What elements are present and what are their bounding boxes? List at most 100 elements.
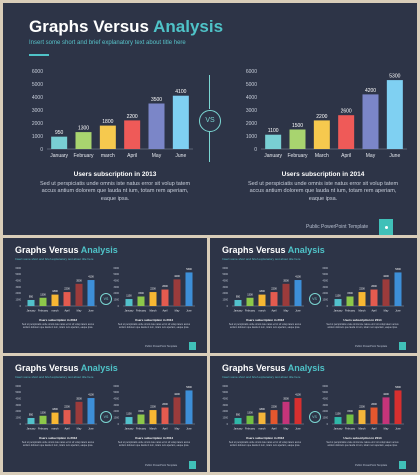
bar [334, 417, 341, 424]
category-label: May [175, 310, 180, 313]
thumb-page-square [399, 342, 406, 350]
category-label: May [152, 153, 162, 159]
y-tick-label: 4000 [32, 95, 43, 101]
y-tick-label: 3000 [32, 108, 43, 114]
thumb-title-text: Graphs Versus [15, 245, 81, 255]
y-tick-label: 3000 [246, 108, 257, 114]
y-tick-label: 0 [118, 423, 120, 426]
y-tick-label: 2000 [32, 121, 43, 127]
caption-2014-body: Sed ut perspiciatis unde omnis iste natu… [247, 181, 399, 202]
bar-value-label: 1100 [268, 128, 279, 134]
category-label: May [284, 310, 289, 313]
category-label: May [366, 153, 376, 159]
y-tick-label: 4000 [113, 398, 119, 401]
category-label: February [287, 153, 308, 159]
main-slide[interactable]: Graphs Versus Analysis Insert some short… [3, 3, 417, 235]
bar-value-label: 4100 [295, 276, 301, 279]
thumb-title-accent: Analysis [80, 245, 118, 255]
thumb-chart-2013: 0 1000 2000 3000 4000 5000 6000 950 January 1300 F… [15, 385, 97, 431]
y-tick-label: 6000 [15, 385, 21, 388]
thumb-title: Graphs Versus Analysis [15, 245, 118, 255]
y-tick-label: 1000 [15, 299, 21, 302]
thumb-caption-body: Sed ut perspiciatis unde omnis iste natu… [228, 441, 302, 448]
bar-value-label: 1800 [102, 119, 113, 125]
y-tick-label: 0 [227, 305, 229, 308]
bar-value-label: 950 [55, 130, 64, 136]
thumb-subtitle: Insert some short and brief explanatory … [15, 375, 94, 379]
y-tick-label: 4000 [322, 398, 328, 401]
category-label: April [341, 153, 351, 159]
category-label: march [52, 428, 60, 431]
bar-value-label: 3500 [76, 279, 82, 282]
y-tick-label: 1000 [15, 417, 21, 420]
page-number-square [379, 219, 393, 235]
thumb-footer: Public PowerPoint Template [355, 464, 388, 467]
bar-value-label: 2600 [341, 109, 352, 115]
thumb-footer: Public PowerPoint Template [145, 464, 178, 467]
bar-value-label: 4200 [174, 393, 180, 396]
category-label: March [150, 428, 158, 431]
y-tick-label: 5000 [222, 273, 228, 276]
category-label: February [245, 428, 256, 431]
bar [382, 279, 389, 306]
bar [75, 401, 83, 424]
category-label: January [27, 310, 37, 313]
thumb-title-text: Graphs Versus [222, 363, 288, 373]
y-tick-label: 6000 [322, 267, 328, 270]
category-label: February [136, 310, 147, 313]
y-tick-label: 1000 [246, 134, 257, 140]
thumb-chart-2014: 0 1000 2000 3000 4000 5000 6000 1100 January 1500… [113, 385, 195, 431]
category-label: May [175, 428, 180, 431]
caption-2014-title: Users subscription in 2014 [281, 171, 365, 178]
category-label: June [186, 428, 192, 431]
category-label: March [315, 153, 329, 159]
thumbnail-slide-3[interactable]: Graphs Versus Analysis Insert some short … [3, 356, 207, 472]
bar [358, 292, 365, 306]
category-label: June [395, 428, 401, 431]
thumb-title-text: Graphs Versus [15, 363, 81, 373]
category-label: February [344, 310, 355, 313]
y-tick-label: 3000 [222, 286, 228, 289]
thumb-chart-2014: 0 1000 2000 3000 4000 5000 6000 1100 January 1500… [322, 267, 404, 313]
category-label: April [162, 428, 167, 431]
bar-value-label: 1300 [78, 126, 89, 132]
vs-line-top [209, 75, 210, 109]
y-tick-label: 3000 [322, 286, 328, 289]
bar [137, 414, 145, 424]
bar-value-label: 5300 [395, 386, 401, 389]
category-label: January [234, 428, 244, 431]
title-underline [29, 54, 49, 56]
thumbnail-slide-2[interactable]: Graphs Versus Analysis Insert some short … [210, 238, 417, 353]
bar-value-label: 3500 [76, 397, 82, 400]
y-tick-label: 6000 [113, 267, 119, 270]
y-tick-label: 0 [227, 423, 229, 426]
category-label: June [88, 310, 94, 313]
category-label: June [186, 310, 192, 313]
bar [63, 292, 71, 306]
thumb-chart-2014: 0 1000 2000 3000 4000 5000 6000 1100 January 1500… [322, 385, 404, 431]
category-label: April [371, 428, 376, 431]
title-accent-text: Analysis [153, 17, 224, 36]
bar-value-label: 1800 [52, 408, 58, 411]
y-tick-label: 1000 [322, 299, 328, 302]
thumb-caption-title: Users subscription in 2013 [38, 318, 78, 322]
y-tick-label: 0 [20, 305, 22, 308]
thumbnail-slide-4[interactable]: Graphs Versus Analysis Insert some short … [210, 356, 417, 472]
bar-value-label: 950 [236, 295, 241, 298]
bar-value-label: 3500 [151, 97, 162, 103]
thumb-title: Graphs Versus Analysis [15, 363, 118, 373]
thumb-page-square [189, 342, 196, 350]
bar [125, 299, 133, 306]
category-label: January [125, 428, 135, 431]
y-tick-label: 1000 [32, 134, 43, 140]
bar-value-label: 2200 [316, 114, 327, 120]
y-tick-label: 0 [254, 147, 257, 153]
thumbnail-slide-1[interactable]: Graphs Versus Analysis Insert some short … [3, 238, 207, 353]
bar-value-label: 1100 [126, 413, 132, 416]
bar-value-label: 2200 [150, 406, 156, 409]
bar-value-label: 1500 [347, 410, 353, 413]
bar [185, 272, 193, 306]
bar [386, 80, 403, 149]
bar [265, 134, 282, 149]
thumb-title: Graphs Versus Analysis [222, 363, 325, 373]
